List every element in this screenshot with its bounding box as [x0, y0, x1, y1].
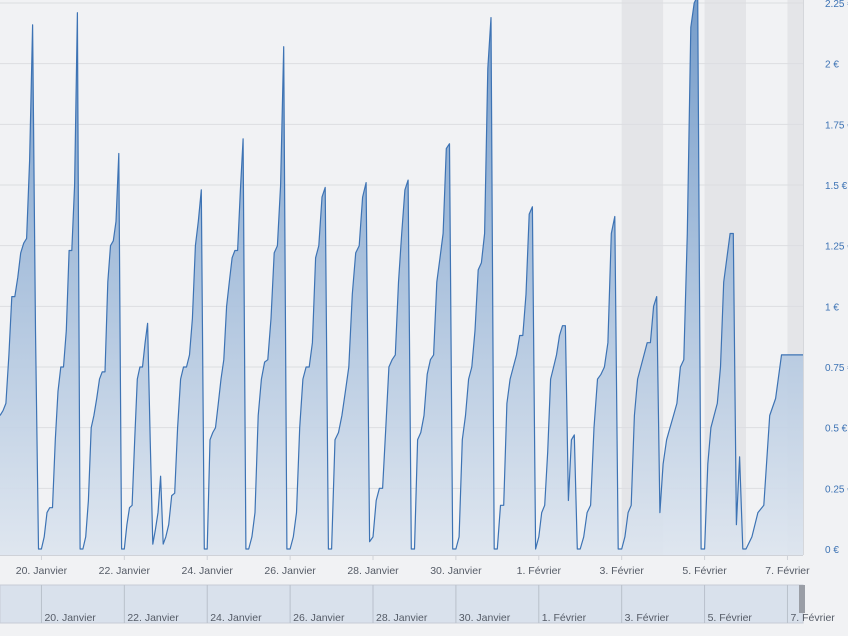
- x-tick-label: 22. Janvier: [99, 565, 151, 577]
- y-tick-label: 1 €: [825, 302, 839, 313]
- x-tick-label: 28. Janvier: [347, 565, 399, 577]
- x-tick-label: 26. Janvier: [264, 565, 316, 577]
- series-area: [0, 0, 803, 555]
- navigator-label: 20. Janvier: [44, 612, 96, 624]
- y-tick-label: 1.5 €: [825, 181, 848, 192]
- range-navigator[interactable]: 20. Janvier 22. Janvier 24. Janvier 26. Jan…: [0, 584, 835, 624]
- x-tick-label: 24. Janvier: [182, 565, 234, 577]
- y-tick-label: 0.5 €: [825, 424, 848, 435]
- y-tick-label: 1.75 €: [825, 120, 848, 131]
- navigator-track[interactable]: [0, 585, 803, 623]
- y-tick-label: 1.25 €: [825, 242, 848, 253]
- x-tick-label: 20. Janvier: [16, 565, 68, 577]
- navigator-label: 3. Février: [625, 612, 670, 624]
- x-tick-label: 3. Février: [600, 565, 645, 577]
- navigator-handle[interactable]: [799, 585, 805, 613]
- navigator-label: 7. Février: [790, 612, 835, 624]
- navigator-label: 1. Février: [542, 612, 587, 624]
- navigator-label: 5. Février: [708, 612, 753, 624]
- x-tick-label: 1. Février: [517, 565, 562, 577]
- series-line: [0, 0, 803, 550]
- y-tick-label: 0.25 €: [825, 484, 848, 495]
- y-tick-label: 2 €: [825, 60, 839, 71]
- series-layer: [0, 0, 803, 555]
- x-tick-label: 7. Février: [765, 565, 810, 577]
- navigator-label: 28. Janvier: [376, 612, 428, 624]
- y-axis: 0 € 0.25 € 0.5 € 0.75 € 1 € 1.25 € 1.5 € 1.75 €…: [825, 0, 848, 556]
- x-tick-label: 30. Janvier: [430, 565, 482, 577]
- y-tick-label: 2.25 €: [825, 0, 848, 10]
- navigator-label: 30. Janvier: [459, 612, 511, 624]
- navigator-label: 22. Janvier: [127, 612, 179, 624]
- x-tick-label: 5. Février: [682, 565, 727, 577]
- y-tick-label: 0.75 €: [825, 363, 848, 374]
- navigator-label: 26. Janvier: [293, 612, 345, 624]
- navigator-label: 24. Janvier: [210, 612, 262, 624]
- y-tick-label: 0 €: [825, 545, 839, 556]
- x-axis: 20. Janvier 22. Janvier 24. Janvier 26. Jan…: [16, 555, 810, 577]
